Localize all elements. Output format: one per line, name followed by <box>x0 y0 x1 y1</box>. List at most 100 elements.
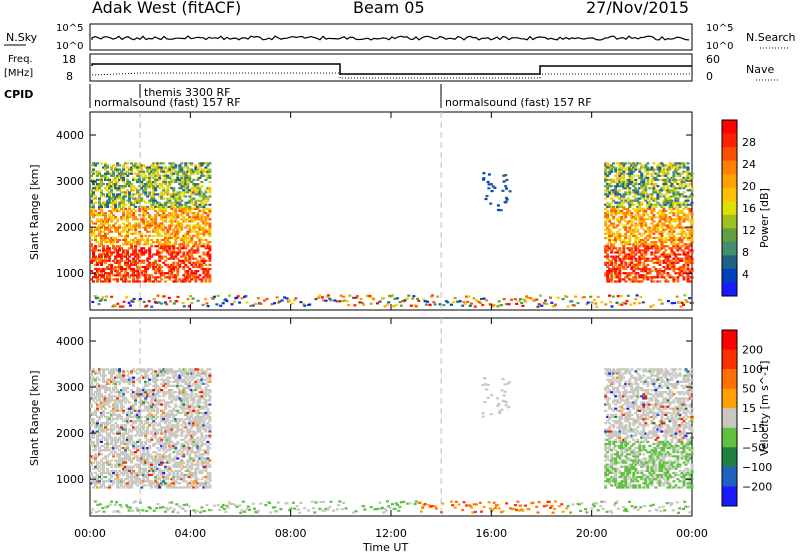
range-gate-cell <box>130 270 134 273</box>
range-gate-cell <box>112 413 116 416</box>
range-gate-cell <box>142 172 146 175</box>
range-gate-cell <box>634 224 638 227</box>
range-gate-cell <box>164 259 168 262</box>
range-gate-cell <box>610 197 614 200</box>
range-gate-cell <box>612 247 616 250</box>
range-gate-cell <box>618 193 622 196</box>
range-gate-cell <box>302 302 305 306</box>
range-gate-cell <box>166 265 170 269</box>
range-gate-cell <box>686 261 690 264</box>
range-gate-cell <box>154 422 158 425</box>
range-gate-cell <box>178 205 182 208</box>
range-gate-cell <box>668 180 672 184</box>
range-gate-cell <box>140 197 144 200</box>
range-gate-cell <box>640 185 644 188</box>
range-gate-cell <box>170 218 174 221</box>
range-gate-cell <box>208 168 212 171</box>
range-gate-cell <box>94 245 97 248</box>
range-gate-cell <box>158 224 162 227</box>
range-gate-cell <box>632 203 636 206</box>
range-gate-cell <box>132 203 136 206</box>
range-gate-cell <box>614 207 618 210</box>
range-gate-cell <box>90 259 93 262</box>
range-gate-cell <box>172 302 176 305</box>
range-gate-cell <box>652 162 656 165</box>
range-gate-cell <box>606 212 610 215</box>
range-gate-cell <box>92 476 95 479</box>
range-gate-cell <box>106 166 110 169</box>
range-gate-cell <box>610 166 614 169</box>
range-gate-cell <box>134 428 138 431</box>
range-gate-cell <box>120 409 124 412</box>
range-gate-cell <box>116 272 120 275</box>
range-gate-cell <box>664 218 668 221</box>
range-gate-cell <box>648 205 652 208</box>
range-gate-cell <box>200 164 204 167</box>
range-gate-cell <box>90 370 93 373</box>
range-gate-cell <box>628 238 632 242</box>
range-gate-cell <box>638 183 642 186</box>
range-gate-cell <box>178 197 182 200</box>
range-gate-cell <box>608 168 612 171</box>
range-gate-cell <box>486 180 490 184</box>
range-gate-cell <box>178 170 182 173</box>
range-gate-cell <box>682 214 686 217</box>
range-gate-cell <box>104 176 107 179</box>
range-gate-cell <box>128 267 132 271</box>
range-gate-cell <box>144 265 148 269</box>
range-gate-cell <box>610 249 614 252</box>
range-gate-cell <box>622 185 626 188</box>
range-gate-cell <box>198 226 202 229</box>
range-gate-cell <box>122 249 126 252</box>
range-gate-cell <box>682 201 686 204</box>
range-gate-cell <box>142 459 146 462</box>
range-gate-cell <box>630 228 634 231</box>
range-gate-cell <box>150 391 154 394</box>
range-gate-cell <box>164 236 168 240</box>
range-gate-cell <box>688 297 692 300</box>
range-gate-cell <box>96 407 99 410</box>
range-gate-cell <box>106 380 110 383</box>
range-gate-cell <box>480 297 483 301</box>
range-gate-cell <box>624 276 628 279</box>
range-gate-cell <box>678 259 682 262</box>
range-gate-cell <box>428 303 432 306</box>
range-gate-cell <box>120 403 124 406</box>
range-gate-cell <box>118 259 122 262</box>
range-gate-cell <box>126 220 130 223</box>
range-gate-cell <box>170 170 174 173</box>
range-gate-cell <box>294 297 298 300</box>
range-gate-cell <box>196 178 200 181</box>
range-gate-cell <box>160 216 164 219</box>
range-gate-cell <box>618 259 622 262</box>
range-gate-cell <box>158 455 162 458</box>
range-gate-cell <box>504 185 508 188</box>
range-gate-cell <box>604 224 608 227</box>
range-gate-cell <box>194 193 198 196</box>
range-gate-cell <box>188 257 192 260</box>
range-gate-cell <box>636 236 640 240</box>
range-gate-cell <box>194 199 198 202</box>
range-gate-cell <box>674 178 678 181</box>
range-gate-cell <box>110 218 114 221</box>
range-gate-cell <box>206 162 210 165</box>
range-gate-cell <box>162 205 166 208</box>
range-gate-cell <box>104 232 107 235</box>
range-gate-cell <box>130 461 134 464</box>
range-gate-cell <box>154 170 158 173</box>
range-gate-cell <box>196 218 200 221</box>
range-gate-cell <box>124 261 128 264</box>
range-gate-cell <box>208 228 212 231</box>
range-gate-cell <box>642 195 646 198</box>
range-gate-cell <box>106 249 110 252</box>
range-gate-cell <box>154 370 158 373</box>
range-gate-cell <box>630 280 634 283</box>
range-gate-cell <box>138 178 142 181</box>
range-gate-cell <box>604 191 608 194</box>
range-gate-cell <box>162 243 166 246</box>
range-gate-cell <box>130 267 134 271</box>
range-gate-cell <box>134 451 138 454</box>
range-gate-cell <box>407 294 411 297</box>
range-gate-cell <box>128 382 132 385</box>
range-gate-cell <box>154 272 158 275</box>
